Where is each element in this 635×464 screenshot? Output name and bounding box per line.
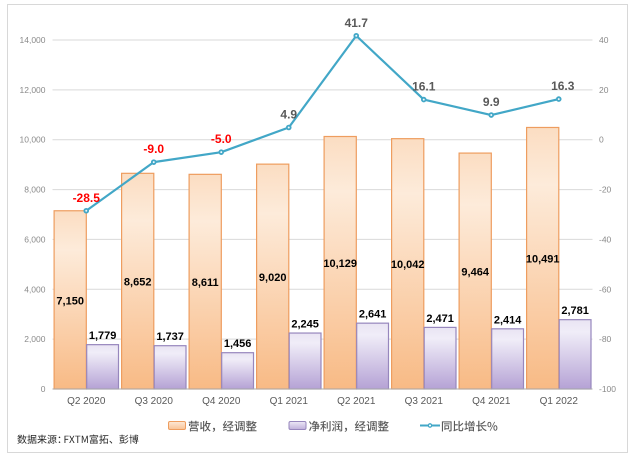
- svg-text:2,000: 2,000: [24, 334, 46, 344]
- svg-text:8,611: 8,611: [192, 277, 219, 289]
- svg-text:12,000: 12,000: [20, 85, 46, 95]
- svg-text:Q4 2021: Q4 2021: [472, 396, 511, 407]
- svg-text:1,456: 1,456: [224, 338, 252, 350]
- svg-text:Q2 2020: Q2 2020: [67, 396, 106, 407]
- svg-text:-28.5: -28.5: [73, 191, 101, 205]
- svg-text:41.7: 41.7: [345, 16, 369, 30]
- svg-text:7,150: 7,150: [56, 295, 84, 307]
- svg-text:-40: -40: [599, 234, 612, 244]
- svg-text:Q1 2022: Q1 2022: [540, 396, 579, 407]
- svg-text:-60: -60: [599, 284, 612, 294]
- svg-text:Q4 2020: Q4 2020: [202, 396, 241, 407]
- svg-text:4.9: 4.9: [280, 108, 297, 122]
- svg-text:10,042: 10,042: [391, 259, 425, 271]
- svg-text:9,464: 9,464: [461, 266, 489, 278]
- svg-text:1,779: 1,779: [89, 330, 117, 342]
- svg-text:10,491: 10,491: [526, 254, 560, 266]
- svg-text:9,020: 9,020: [259, 272, 287, 284]
- svg-text:1,737: 1,737: [156, 331, 184, 343]
- svg-text:2,471: 2,471: [426, 313, 454, 325]
- svg-text:-20: -20: [599, 185, 612, 195]
- svg-text:-80: -80: [599, 334, 612, 344]
- svg-text:20: 20: [599, 85, 609, 95]
- svg-text:16.3: 16.3: [551, 79, 575, 93]
- svg-text:Q1 2021: Q1 2021: [270, 396, 309, 407]
- svg-text:Q3 2020: Q3 2020: [135, 396, 174, 407]
- svg-text:40: 40: [599, 35, 609, 45]
- svg-text:2,781: 2,781: [561, 305, 589, 317]
- svg-text:-9.0: -9.0: [143, 142, 164, 156]
- svg-text:-100: -100: [599, 384, 616, 394]
- svg-text:0: 0: [41, 384, 46, 394]
- svg-text:0: 0: [599, 135, 604, 145]
- svg-text:4,000: 4,000: [24, 284, 46, 294]
- svg-text:6,000: 6,000: [24, 234, 46, 244]
- svg-text:10,129: 10,129: [323, 258, 357, 270]
- svg-text:14,000: 14,000: [20, 35, 46, 45]
- svg-text:16.1: 16.1: [412, 80, 436, 94]
- svg-text:-5.0: -5.0: [211, 132, 232, 146]
- svg-text:Q2 2021: Q2 2021: [337, 396, 376, 407]
- svg-text:2,245: 2,245: [291, 319, 319, 331]
- svg-text:8,000: 8,000: [24, 185, 46, 195]
- svg-text:2,641: 2,641: [359, 309, 387, 321]
- svg-text:10,000: 10,000: [20, 135, 46, 145]
- svg-text:8,652: 8,652: [124, 277, 152, 289]
- svg-text:9.9: 9.9: [483, 95, 500, 109]
- svg-text:Q3 2021: Q3 2021: [405, 396, 444, 407]
- svg-text:2,414: 2,414: [494, 314, 522, 326]
